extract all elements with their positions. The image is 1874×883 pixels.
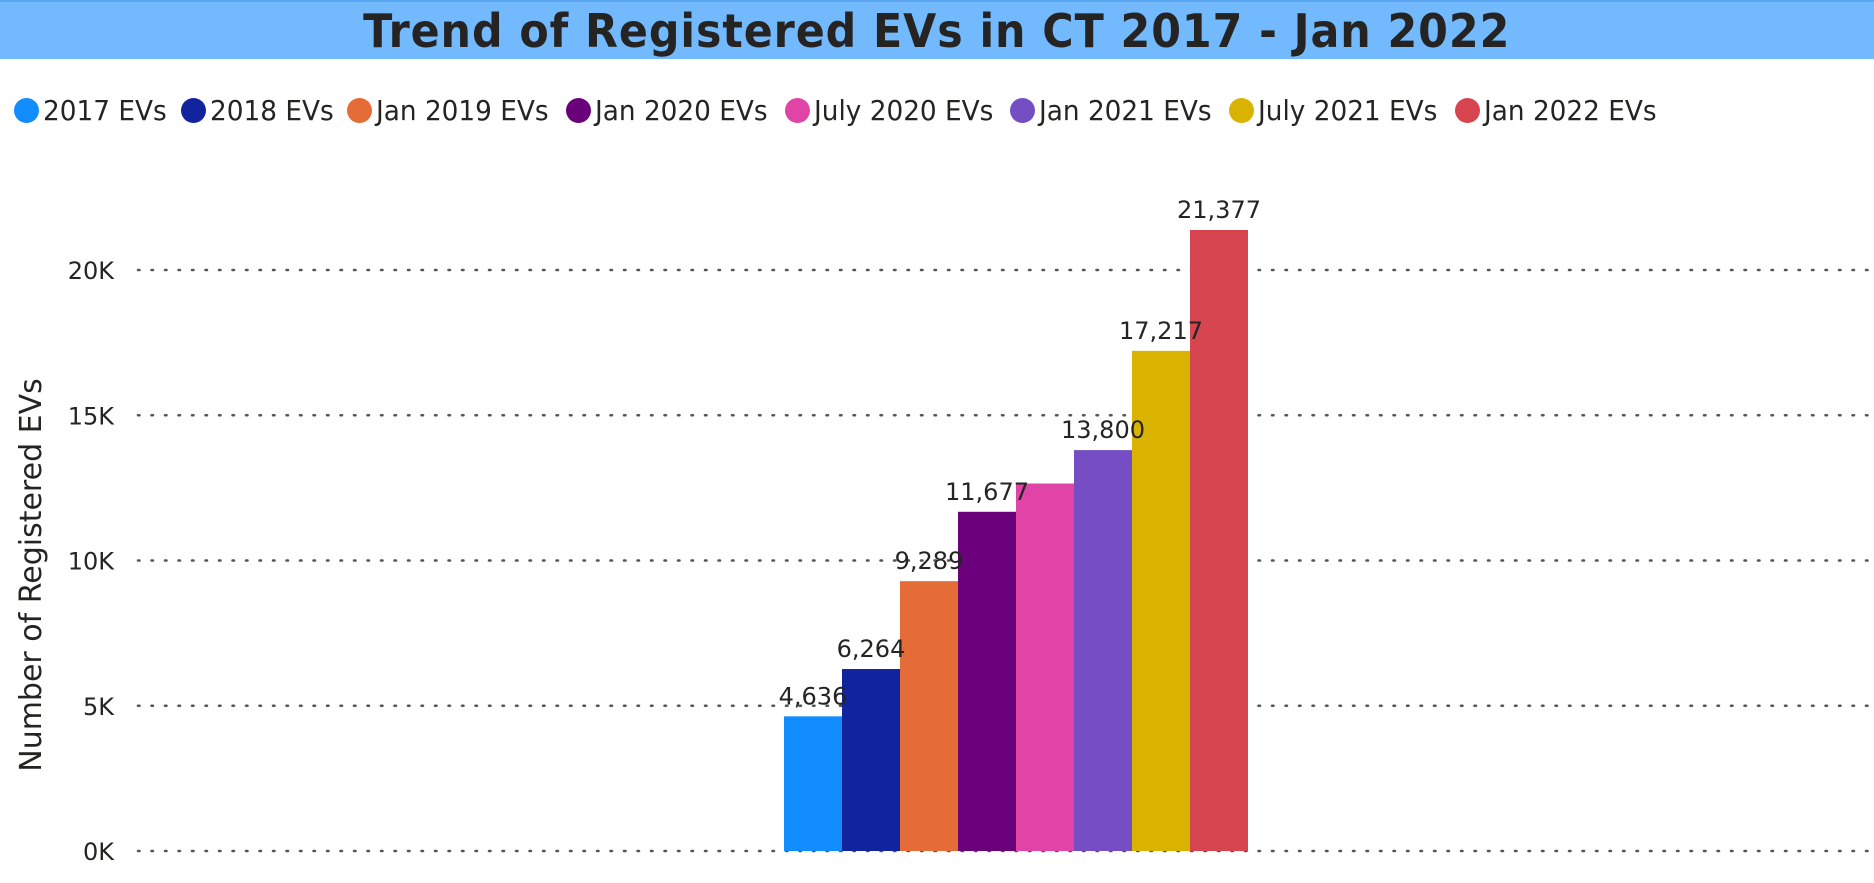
bar-jan-2021-evs[interactable]	[1074, 450, 1132, 851]
title-bar: Trend of Registered EVs in CT 2017 - Jan…	[0, 0, 1874, 59]
data-label-jan-2021-evs: 13,800	[1061, 416, 1145, 444]
legend-marker	[347, 97, 373, 123]
legend-label: July 2021 EVs	[1258, 93, 1438, 127]
legend-item-jan-2021-evs[interactable]: Jan 2021 EVs	[1010, 94, 1215, 127]
legend-label: 2018 EVs	[209, 93, 334, 127]
data-label-jan-2019-evs: 9,289	[895, 547, 964, 575]
legend-marker	[1454, 97, 1480, 123]
data-labels: 4,636 6,264 9,289 11,677 13,800 17,217 21,377	[779, 196, 1261, 710]
y-tick-label-5k: 5K	[83, 693, 115, 721]
y-axis-label: Number of Registered EVs	[14, 378, 49, 772]
chart-title: Trend of Registered EVs in CT 2017 - Jan…	[363, 3, 1511, 58]
bar-jan-2019-evs[interactable]	[900, 581, 958, 851]
y-tick-label-15k: 15K	[68, 402, 116, 430]
data-label-july-2021-evs: 17,217	[1119, 317, 1203, 345]
legend-marker	[14, 97, 39, 123]
bar-jan-2022-evs[interactable]	[1190, 229, 1248, 851]
bar-july-2021-evs[interactable]	[1132, 350, 1190, 851]
legend-item-july-2021-evs[interactable]: July 2021 EVs	[1229, 94, 1441, 127]
legend-label: Jan 2019 EVs	[376, 93, 549, 127]
data-label-jan-2022-evs: 21,377	[1177, 196, 1261, 224]
legend: 2017 EVs 2018 EVs Jan 2019 EVs Jan 2020 EVs…	[14, 90, 1674, 130]
data-label-jan-2020-evs: 11,677	[945, 478, 1029, 506]
legend-item-2017-evs[interactable]: 2017 EVs	[14, 94, 167, 127]
legend-label: 2017 EVs	[43, 93, 167, 127]
legend-label: Jan 2021 EVs	[1039, 93, 1212, 127]
legend-marker	[1229, 97, 1255, 123]
bar-2018-evs[interactable]	[842, 669, 900, 851]
legend-item-jan-2019-evs[interactable]: Jan 2019 EVs	[347, 94, 552, 127]
bar-2017-evs[interactable]	[784, 716, 842, 851]
bar-july-2020-evs[interactable]	[1016, 483, 1074, 851]
legend-marker	[180, 97, 206, 123]
bar-jan-2020-evs[interactable]	[958, 511, 1016, 851]
legend-item-jan-2020-evs[interactable]: Jan 2020 EVs	[565, 93, 771, 127]
data-label-2018-evs: 6,264	[837, 635, 906, 663]
y-axis-ticks: 0K 5K 10K 15K 20K	[68, 257, 116, 866]
legend-item-july-2020-evs[interactable]: July 2020 EVs	[784, 93, 997, 127]
legend-item-2018-evs[interactable]: 2018 EVs	[180, 93, 334, 127]
legend-marker	[784, 97, 810, 123]
legend-marker	[1010, 97, 1036, 123]
legend-marker	[565, 97, 591, 123]
legend-label: July 2020 EVs	[813, 93, 993, 127]
y-tick-label-20k: 20K	[68, 257, 116, 285]
y-tick-label-0k: 0K	[83, 838, 115, 866]
data-label-2017-evs: 4,636	[779, 682, 848, 710]
bars	[784, 229, 1248, 851]
y-tick-label-10k: 10K	[68, 548, 116, 576]
legend-item-jan-2022-evs[interactable]: Jan 2022 EVs	[1454, 93, 1660, 127]
legend-label: Jan 2020 EVs	[594, 93, 768, 127]
legend-label: Jan 2022 EVs	[1483, 93, 1657, 127]
